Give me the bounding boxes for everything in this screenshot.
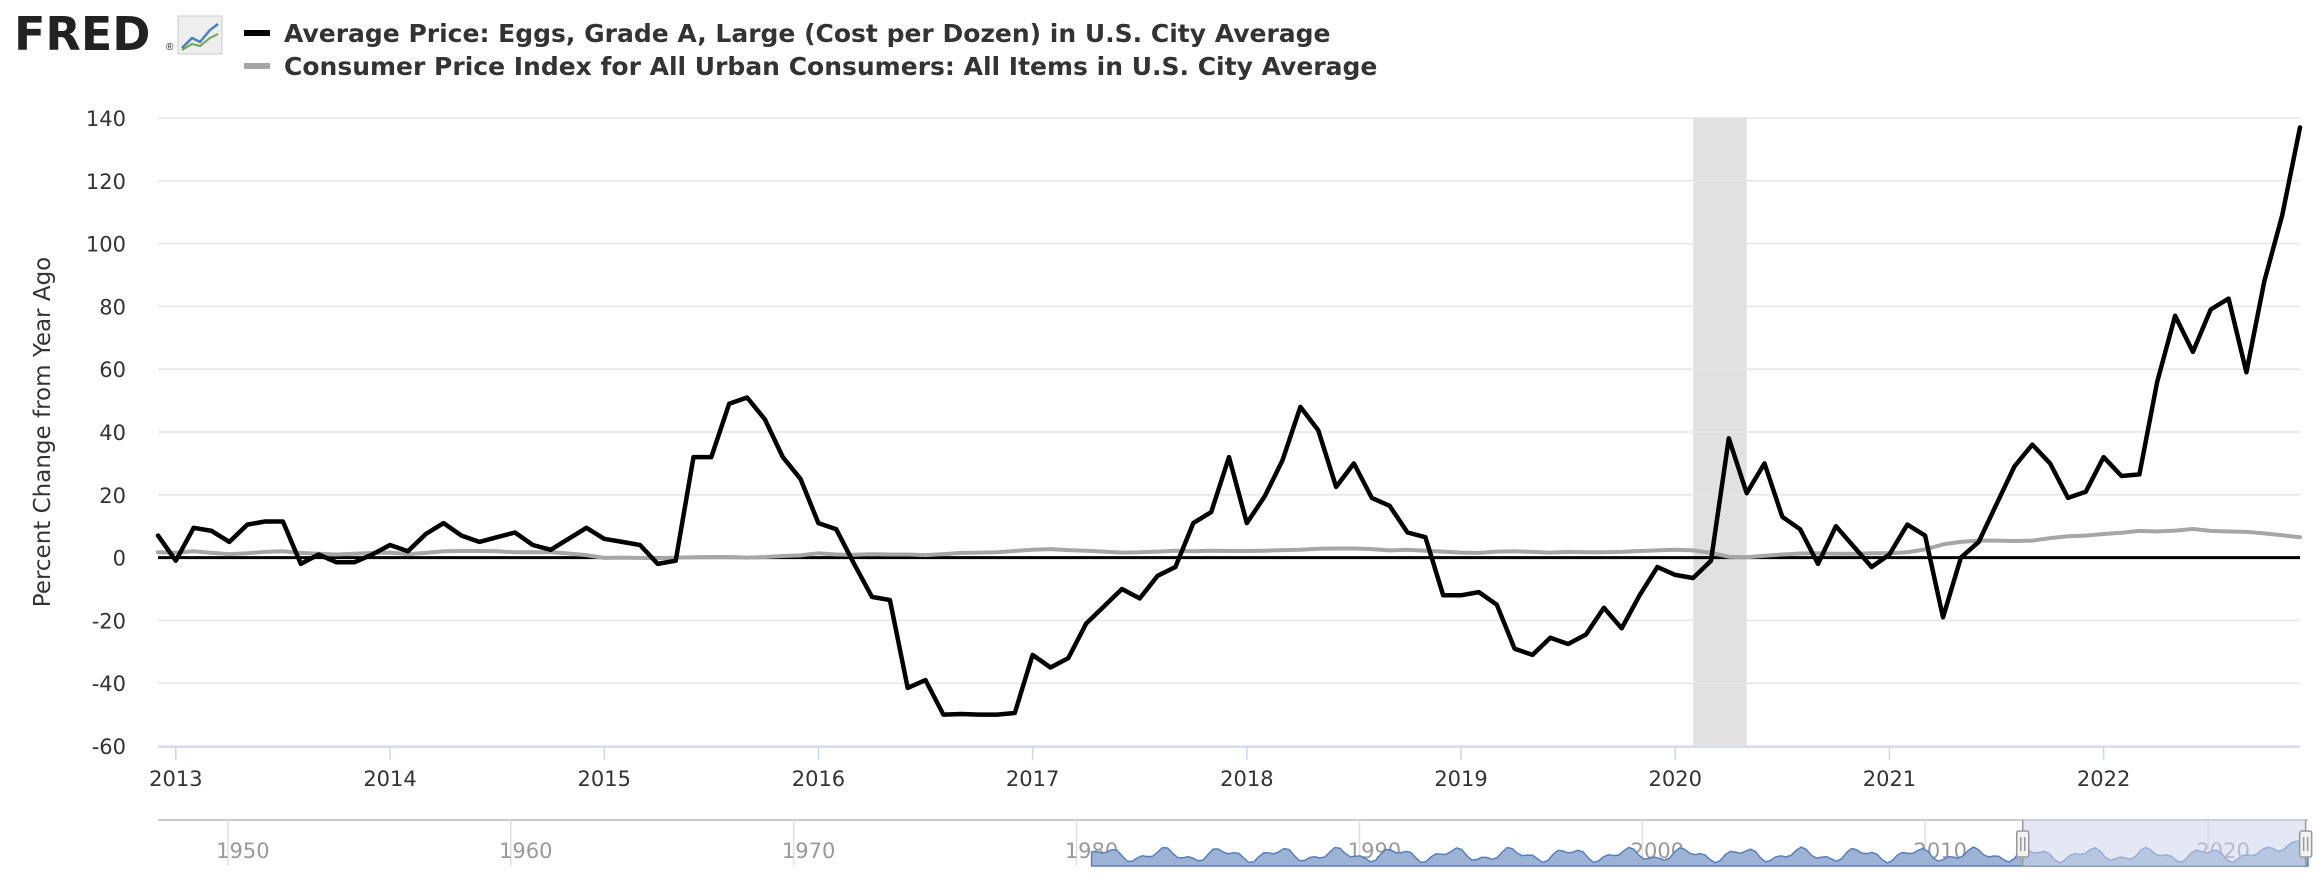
navigator-tick-label: 1950: [216, 839, 269, 863]
y-tick-label: 140: [86, 107, 126, 131]
y-axis-label: Percent Change from Year Ago: [30, 257, 56, 607]
x-tick-label: 2021: [1863, 767, 1916, 791]
x-axis-ticks: 2013 2014 2015 2016 2017 2018 2019 2020 2021 2022: [149, 746, 2300, 791]
x-tick-label: 2013: [149, 767, 202, 791]
y-tick-label: 120: [86, 170, 126, 194]
fred-logo-text: FRED: [14, 7, 150, 61]
y-tick-label: 40: [99, 421, 126, 445]
navigator-handle-right[interactable]: [2298, 830, 2313, 858]
y-tick-label: 80: [99, 295, 126, 319]
series-lines: [155, 125, 2303, 717]
y-axis-ticks: -60 -40 -20 0 20 40 60 80 100 120 140: [86, 107, 126, 759]
y-tick-label: 20: [99, 484, 126, 508]
x-tick-label: 2019: [1434, 767, 1487, 791]
gridlines: [158, 117, 2300, 747]
chart-icon: [177, 15, 223, 55]
x-tick-label: 2017: [1006, 767, 1059, 791]
fred-logo[interactable]: FRED ®: [14, 7, 223, 61]
x-tick-label: 2016: [792, 767, 845, 791]
y-tick-label: -40: [92, 672, 126, 696]
legend-label-cpi: Consumer Price Index for All Urban Consu…: [284, 52, 1377, 81]
x-tick-label: 2014: [363, 767, 416, 791]
series-line-cpi: [156, 527, 2302, 561]
navigator[interactable]: 19501960197019801990200020102020: [158, 819, 2313, 867]
x-tick-label: 2022: [2077, 767, 2130, 791]
registered-mark: ®: [166, 42, 174, 53]
navigator-selection[interactable]: [2022, 820, 2306, 866]
navigator-handle-left[interactable]: [2015, 830, 2030, 858]
y-tick-label: -20: [92, 609, 126, 633]
y-tick-label: 60: [99, 358, 126, 382]
navigator-tick-label: 1960: [499, 839, 552, 863]
legend: Average Price: Eggs, Grade A, Large (Cos…: [244, 19, 1377, 81]
y-tick-label: 0: [113, 547, 126, 571]
legend-item-cpi[interactable]: Consumer Price Index for All Urban Consu…: [244, 52, 1377, 81]
x-tick-label: 2015: [578, 767, 631, 791]
y-tick-label: -60: [92, 735, 126, 759]
series-line-eggs: [155, 125, 2303, 717]
x-tick-label: 2020: [1649, 767, 1702, 791]
legend-item-eggs[interactable]: Average Price: Eggs, Grade A, Large (Cos…: [244, 19, 1331, 48]
legend-label-eggs: Average Price: Eggs, Grade A, Large (Cos…: [284, 19, 1331, 48]
x-tick-label: 2018: [1220, 767, 1273, 791]
navigator-tick-label: 1970: [782, 839, 835, 863]
y-tick-label: 100: [86, 233, 126, 257]
